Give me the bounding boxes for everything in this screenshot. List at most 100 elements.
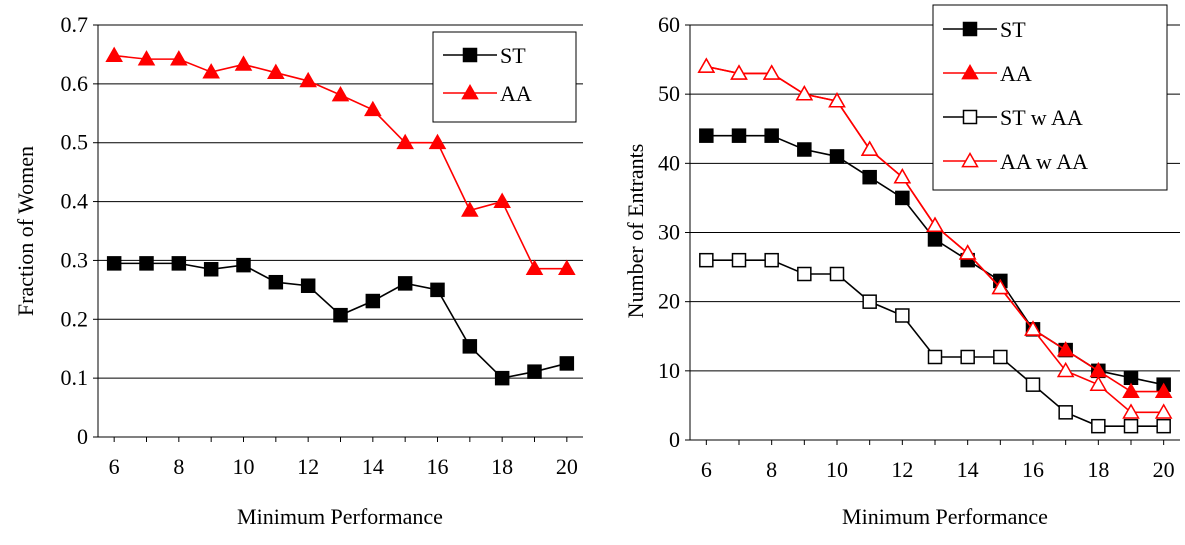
data-point: [527, 364, 542, 379]
y-tick-label: 60: [658, 12, 680, 37]
legend-marker: [961, 63, 979, 80]
data-point: [267, 63, 285, 80]
data-point: [1025, 377, 1041, 392]
legend-label: ST: [1000, 17, 1026, 42]
data-point: [764, 252, 779, 268]
data-point: [428, 133, 447, 150]
data-point: [234, 55, 253, 71]
data-point: [1056, 361, 1075, 378]
x-tick-label: 20: [556, 454, 578, 479]
left-chart: 0 0.1 0.2 0.3 0.4 0.5 0.6 0.7 6 8 10 12 14 16 18 20 Frac…: [13, 12, 583, 529]
data-point: [699, 128, 714, 143]
x-axis-title: Minimum Performance: [237, 504, 443, 529]
x-tick-label: 10: [826, 457, 848, 482]
y-tick-label: 0.3: [61, 247, 89, 272]
data-point: [893, 168, 912, 184]
y-tick-label: 0: [77, 424, 88, 449]
data-point: [396, 133, 414, 150]
data-point: [958, 244, 977, 260]
data-point: [797, 266, 812, 282]
series-st: [106, 256, 575, 386]
legend-label: ST w AA: [1000, 105, 1083, 130]
data-point: [829, 266, 845, 282]
data-point: [764, 128, 779, 143]
data-point: [762, 64, 781, 80]
data-point: [927, 232, 943, 247]
x-tick-label: 12: [297, 454, 319, 479]
data-point: [331, 86, 350, 102]
y-tick-label: 0.7: [61, 12, 89, 37]
x-tick-label: 12: [891, 457, 913, 482]
data-point: [139, 256, 154, 271]
data-point: [895, 190, 910, 206]
data-point: [1122, 382, 1140, 398]
legend: ST AA ST w AA AA w AA: [932, 4, 1168, 191]
data-point: [927, 349, 943, 365]
data-point: [730, 64, 748, 80]
y-tick-label: 50: [658, 81, 680, 106]
data-point: [202, 63, 220, 79]
y-tick-label: 40: [658, 150, 680, 175]
x-tick-label: 16: [427, 454, 449, 479]
data-point: [493, 192, 511, 208]
x-tick-label: 18: [1087, 457, 1109, 482]
data-point: [494, 370, 510, 386]
legend: ST AA: [432, 31, 577, 123]
data-point: [828, 92, 846, 108]
x-tick-label: 20: [1153, 457, 1175, 482]
legend-label: AA: [1000, 61, 1032, 86]
data-point: [1123, 418, 1139, 434]
x-tick-label: 16: [1022, 457, 1044, 482]
x-tick-label: 6: [701, 457, 712, 482]
data-point: [333, 307, 348, 323]
series-aa-w-aa: [697, 57, 1173, 419]
data-point: [829, 149, 845, 164]
legend-label: AA: [500, 81, 532, 106]
data-point: [299, 71, 317, 88]
data-point: [364, 100, 382, 117]
data-point: [1024, 320, 1042, 336]
legend-label: AA w AA: [1000, 149, 1088, 174]
data-point: [1122, 403, 1140, 419]
y-tick-label: 0.6: [61, 71, 89, 96]
data-point: [860, 140, 879, 156]
legend-marker: [461, 83, 479, 100]
y-tick-label: 0.1: [61, 365, 89, 390]
data-point: [1089, 375, 1108, 392]
data-point: [895, 308, 910, 323]
x-tick-label: 6: [109, 454, 120, 479]
y-axis-title: Number of Entrants: [623, 144, 648, 319]
data-point: [697, 57, 716, 73]
data-point: [926, 216, 944, 232]
data-point: [731, 128, 747, 143]
x-tick-label: 14: [957, 457, 979, 482]
legend-marker: [962, 21, 978, 37]
y-tick-label: 0.4: [61, 189, 89, 214]
x-tick-label: 8: [173, 454, 184, 479]
y-tick-label: 0.5: [61, 130, 89, 155]
data-point: [960, 349, 975, 365]
data-point: [106, 256, 122, 271]
legend-marker: [462, 47, 478, 63]
data-point: [525, 259, 544, 276]
x-tick-label: 8: [766, 457, 777, 482]
data-point: [1056, 341, 1075, 357]
legend-box: [432, 31, 577, 123]
data-point: [1154, 403, 1173, 419]
data-point: [797, 142, 812, 157]
data-point: [795, 85, 814, 101]
data-point: [1091, 418, 1106, 434]
data-point: [731, 252, 747, 268]
data-point: [137, 50, 156, 66]
data-point: [1156, 418, 1171, 434]
right-chart: 0 10 20 30 40 50 60 6 8 10 12 14 16 18 20 Number of Ent…: [623, 4, 1180, 529]
legend-label: ST: [500, 43, 526, 68]
legend-marker: [962, 109, 978, 125]
x-tick-label: 14: [362, 454, 384, 479]
data-point: [1154, 382, 1173, 398]
data-point: [170, 50, 188, 66]
data-point: [993, 349, 1008, 365]
data-point: [365, 293, 381, 309]
